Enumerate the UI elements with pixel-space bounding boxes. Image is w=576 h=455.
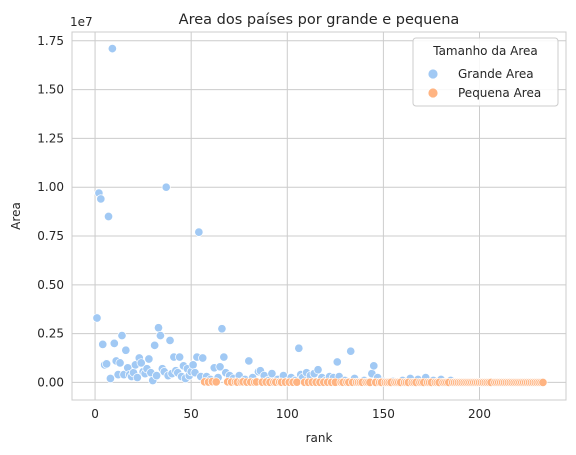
y-tick-label: 1.75	[37, 34, 64, 48]
point-pequena-area	[538, 377, 548, 387]
point-grande-area	[144, 354, 154, 364]
y-axis-multiplier: 1e7	[70, 15, 93, 29]
point-pequena-area	[292, 377, 302, 387]
legend-title: Tamanho da Area	[432, 44, 538, 58]
y-tick-label: 0.25	[37, 327, 64, 341]
legend-marker-grande-area	[427, 68, 439, 80]
point-grande-area	[109, 338, 119, 348]
point-grande-area	[369, 361, 379, 371]
point-grande-area	[165, 335, 175, 346]
y-axis-title: Area	[9, 202, 23, 230]
x-tick-label: 100	[276, 407, 299, 421]
point-grande-area	[219, 352, 229, 362]
legend-marker-pequena-area	[427, 87, 439, 99]
point-grande-area	[244, 356, 254, 366]
y-tick-label: 1.50	[37, 83, 64, 97]
point-grande-area	[215, 362, 225, 372]
point-grande-area	[153, 323, 164, 333]
point-grande-area	[188, 360, 198, 370]
y-tick-label: 1.00	[37, 180, 64, 194]
point-grande-area	[346, 346, 356, 356]
point-grande-area	[194, 227, 204, 237]
point-grande-area	[198, 353, 208, 363]
point-grande-area	[161, 182, 171, 192]
x-axis-title: rank	[306, 431, 333, 445]
point-grande-area	[117, 331, 127, 341]
point-grande-area	[217, 324, 227, 334]
point-grande-area	[150, 340, 160, 350]
point-grande-area	[92, 313, 102, 323]
point-grande-area	[152, 371, 162, 381]
x-tick-labels: 0 50 100 150 200	[91, 407, 491, 421]
x-tick-label: 150	[372, 407, 395, 421]
y-tick-label: 0.00	[37, 375, 64, 389]
plot-frame	[71, 31, 567, 401]
point-grande-area	[107, 44, 117, 54]
y-tick-label: 0.50	[37, 278, 64, 292]
point-grande-area	[115, 358, 125, 368]
y-tick-label: 0.75	[37, 229, 64, 243]
legend-label-pequena-area: Pequena Area	[458, 86, 541, 100]
legend-box	[412, 37, 559, 107]
x-tick-label: 200	[468, 407, 491, 421]
point-grande-area	[267, 369, 277, 379]
point-grande-area	[102, 359, 112, 369]
point-grande-area	[332, 357, 342, 367]
point-grande-area	[155, 331, 165, 341]
point-grande-area	[294, 343, 304, 353]
y-tick-label: 1.25	[37, 131, 64, 145]
legend-label-grande-area: Grande Area	[458, 67, 534, 81]
point-grande-area	[103, 211, 114, 222]
point-pequena-area	[211, 377, 221, 387]
point-grande-area	[105, 373, 115, 384]
point-grande-area	[98, 339, 108, 349]
point-grande-area	[313, 365, 323, 375]
legend: Tamanho da Area Grande Area Pequena Area	[412, 37, 559, 107]
x-tick-label: 0	[91, 407, 99, 421]
point-grande-area	[96, 194, 106, 204]
y-tick-labels: 0.00 0.25 0.50 0.75 1.00 1.25 1.50 1.75	[37, 34, 64, 390]
chart-title: Area dos países por grande e pequena	[179, 12, 460, 28]
point-grande-area	[175, 352, 185, 362]
data-points	[92, 44, 548, 387]
x-tick-label: 50	[184, 407, 199, 421]
point-grande-area	[132, 372, 142, 383]
point-grande-area	[121, 345, 131, 355]
point-grande-area	[136, 358, 146, 368]
